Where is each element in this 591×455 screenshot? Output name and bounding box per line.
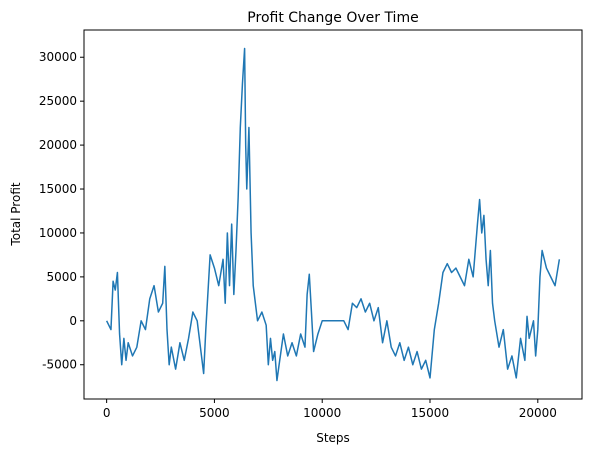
y-axis-label: Total Profit	[9, 182, 23, 246]
x-axis-label: Steps	[316, 431, 350, 445]
x-tick-label: 15000	[411, 406, 449, 420]
x-tick-label: 0	[103, 406, 111, 420]
x-tick-label: 10000	[303, 406, 341, 420]
y-tick-label: 20000	[39, 138, 77, 152]
x-tick-label: 20000	[519, 406, 557, 420]
y-tick-label: 10000	[39, 226, 77, 240]
x-tick-label: 5000	[199, 406, 230, 420]
plot-frame	[83, 29, 583, 400]
y-tick-label: 15000	[39, 182, 77, 196]
y-tick-label: 30000	[39, 50, 77, 64]
y-tick-label: 5000	[46, 270, 77, 284]
chart-title: Profit Change Over Time	[247, 10, 418, 26]
data-line	[105, 47, 561, 382]
y-tick-label: -5000	[42, 358, 77, 372]
y-tick-label: 25000	[39, 94, 77, 108]
y-tick-label: 0	[69, 314, 77, 328]
